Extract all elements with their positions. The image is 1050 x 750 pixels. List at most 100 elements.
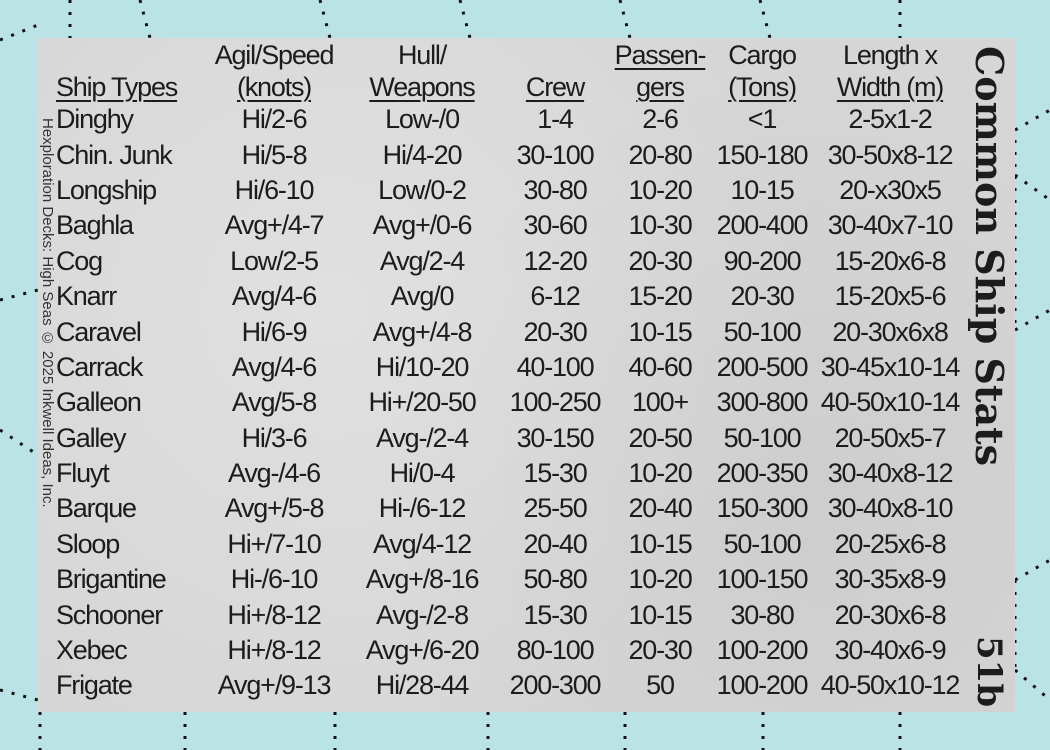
cell-agil-speed: Hi-/6-10 [230, 564, 319, 595]
cell-agil-speed: Hi/6-10 [234, 174, 315, 205]
cell-length-width: 2-5x1-2 [848, 104, 932, 135]
table-row: Carrack Avg/4-6 Hi/10-20 40-100 40-60 200-500… [56, 350, 966, 385]
cell-passengers: 20-40 [628, 493, 692, 524]
table-row: Knarr Avg/4-6 Avg/0 6-12 15-20 20-30 15-20x5-6 [56, 279, 966, 314]
cell-cargo: 10-15 [730, 174, 794, 205]
table-row: Sloop Hi+/7-10 Avg/4-12 20-40 10-15 50-100 20-… [56, 527, 966, 562]
cell-hull-weapons: Avg+/6-20 [365, 635, 480, 666]
header-hull-line1: Hull/ [397, 40, 447, 70]
cell-hull-weapons: Avg-/2-8 [376, 599, 469, 630]
cell-length-width: 15-20x6-8 [834, 245, 947, 276]
cell-cargo: 300-800 [716, 387, 809, 418]
header-hull: Weapons [344, 70, 500, 102]
cell-passengers: 20-80 [628, 139, 692, 170]
header-cargo: (Tons) [710, 70, 814, 102]
cell-cargo: 100-200 [716, 670, 809, 701]
cell-cargo: 100-200 [716, 635, 809, 666]
cell-ship-type: Galleon [56, 387, 142, 418]
cell-ship-type: Knarr [56, 281, 117, 312]
cell-cargo: 150-180 [716, 139, 809, 170]
cell-hull-weapons: Hi/28-44 [375, 670, 470, 701]
cell-passengers: 20-30 [628, 635, 692, 666]
header-agil: (knots) [204, 70, 344, 102]
header-length: Width (m) [814, 70, 966, 102]
table-row: Galleon Avg/5-8 Hi+/20-50 100-250 100+ 300-80… [56, 385, 966, 420]
cell-agil-speed: Low/2-5 [230, 245, 319, 276]
cell-cargo: 50-100 [723, 528, 802, 559]
cell-hull-weapons: Avg+/4-8 [372, 316, 473, 347]
cell-length-width: 20-25x6-8 [834, 528, 947, 559]
cell-agil-speed: Hi+/8-12 [227, 599, 321, 630]
cell-length-width: 20-50x5-7 [834, 422, 947, 453]
header-cargo-text: (Tons) [728, 72, 797, 102]
cell-agil-speed: Avg/4-6 [231, 281, 317, 312]
cell-agil-speed: Hi/6-9 [241, 316, 308, 347]
table-row: Dinghy Hi/2-6 Low-/0 1-4 2-6 <1 2-5x1-2 [56, 102, 966, 137]
cell-hull-weapons: Hi/10-20 [375, 351, 470, 382]
header-ship-types-text: Ship Types [56, 72, 178, 102]
cell-crew: 25-50 [523, 493, 587, 524]
cell-ship-type: Carrack [56, 351, 143, 382]
cell-length-width: 30-40x8-12 [827, 458, 954, 489]
cell-passengers: 40-60 [628, 351, 692, 382]
cell-length-width: 30-35x8-9 [834, 564, 947, 595]
table-row: Xebec Hi+/8-12 Avg+/6-20 80-100 20-30 100-200… [56, 633, 966, 668]
cell-passengers: 50 [646, 670, 675, 701]
cell-agil-speed: Hi+/8-12 [227, 635, 321, 666]
cell-hull-weapons: Hi/0-4 [389, 458, 456, 489]
cell-ship-type: Brigantine [56, 564, 167, 595]
cell-cargo: 50-100 [723, 316, 802, 347]
cell-length-width: 40-50x10-12 [820, 670, 961, 701]
cell-crew: 20-40 [523, 528, 587, 559]
header-crew-line1 [500, 38, 610, 70]
cell-passengers: 10-15 [628, 599, 692, 630]
table-row: Barque Avg+/5-8 Hi-/6-12 25-50 20-40 150-300 3… [56, 491, 966, 526]
cell-hull-weapons: Hi/4-20 [382, 139, 463, 170]
cell-length-width: 30-40x8-10 [827, 493, 954, 524]
cell-crew: 12-20 [523, 245, 587, 276]
header-hull-text: Weapons [369, 72, 475, 102]
table-row: Chin. Junk Hi/5-8 Hi/4-20 30-100 20-80 150-18… [56, 137, 966, 172]
cell-passengers: 20-30 [628, 245, 692, 276]
cell-ship-type: Sloop [56, 528, 120, 559]
cell-passengers: 15-20 [628, 281, 692, 312]
cell-passengers: 2-6 [642, 104, 679, 135]
cell-crew: 20-30 [523, 316, 587, 347]
header-passengers: gers [610, 70, 710, 102]
cell-crew: 40-100 [516, 351, 595, 382]
cell-ship-type: Dinghy [56, 104, 134, 135]
header-ship-types-line1 [56, 38, 204, 70]
header-passengers-line1-text: Passen- [614, 40, 707, 70]
cell-crew: 6-12 [530, 281, 580, 312]
cell-agil-speed: Avg+/4-7 [224, 210, 325, 241]
cell-agil-speed: Hi/3-6 [241, 422, 308, 453]
table-row: Fluyt Avg-/4-6 Hi/0-4 15-30 10-20 200-350 30-4… [56, 456, 966, 491]
cell-passengers: 10-15 [628, 528, 692, 559]
cell-hull-weapons: Avg/0 [390, 281, 455, 312]
cell-cargo: 200-400 [716, 210, 809, 241]
cell-crew: 100-250 [509, 387, 602, 418]
cell-length-width: 30-40x6-9 [834, 635, 947, 666]
cell-ship-type: Baghla [56, 210, 134, 241]
cell-ship-type: Fluyt [56, 458, 110, 489]
cell-ship-type: Barque [56, 493, 137, 524]
cell-length-width: 30-45x10-14 [820, 351, 961, 382]
cell-crew: 1-4 [537, 104, 574, 135]
cell-crew: 15-30 [523, 599, 587, 630]
table-row: Galley Hi/3-6 Avg-/2-4 30-150 20-50 50-100 20-… [56, 421, 966, 456]
cell-passengers: 10-30 [628, 210, 692, 241]
cell-cargo: 100-150 [716, 564, 809, 595]
cell-length-width: 40-50x10-14 [820, 387, 961, 418]
cell-crew: 200-300 [509, 670, 602, 701]
cell-crew: 30-80 [523, 174, 587, 205]
table-row: Cog Low/2-5 Avg/2-4 12-20 20-30 90-200 15-20x6… [56, 244, 966, 279]
copyright-credit: Hexploration Decks: High Seas © 2025 Ink… [39, 118, 56, 508]
cell-agil-speed: Hi/5-8 [241, 139, 308, 170]
header-agil-line1: Agil/Speed [214, 40, 335, 70]
table-row: Frigate Avg+/9-13 Hi/28-44 200-300 50 100-200… [56, 668, 966, 703]
cell-cargo: 200-500 [716, 351, 809, 382]
cell-ship-type: Cog [56, 245, 103, 276]
cell-agil-speed: Avg-/4-6 [228, 458, 321, 489]
cell-ship-type: Schooner [56, 599, 163, 630]
